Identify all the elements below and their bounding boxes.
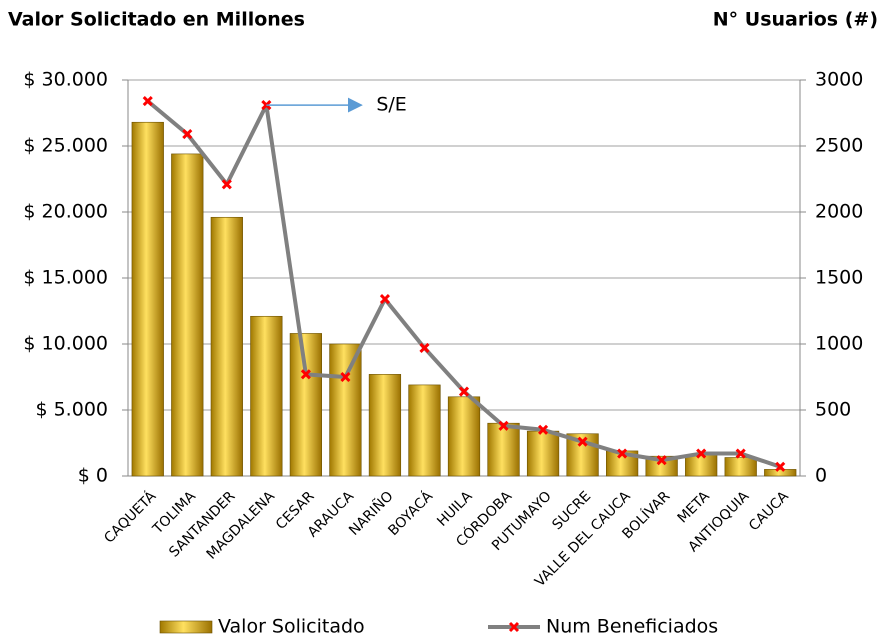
bar [408,384,441,477]
y2-tick-label: 3000 [815,69,863,91]
marker [498,420,509,431]
y-axis-title: Valor Solicitado en Millones [8,9,305,31]
marker [775,461,786,472]
bar [131,121,164,477]
bar [210,216,243,477]
y-tick-label: $ 25.000 [23,135,108,157]
y2-tick-label: 0 [815,465,827,487]
y2-tick-label: 500 [815,399,851,421]
bar [171,153,204,477]
marker [221,179,232,190]
legend-marker [508,621,520,633]
y2-tick-label: 2000 [815,201,863,223]
y-tick-label: $ 30.000 [23,69,108,91]
bar [526,430,560,477]
marker [142,96,153,107]
bar [764,469,797,477]
marker [617,448,628,459]
bar [724,457,757,477]
bar [368,374,402,477]
bar [487,422,520,477]
y-tick-label: $ 15.000 [23,267,108,289]
bar [289,333,322,477]
marker [537,424,549,435]
bar [329,343,362,477]
y-tick-label: $ 10.000 [23,333,108,355]
y2-tick-label: 1500 [815,267,863,289]
marker [696,448,707,459]
bar [685,454,718,477]
marker [656,455,667,466]
y2-tick-label: 1000 [815,333,863,355]
x-tick-label: CAUCA [746,488,792,534]
legend-label: Valor Solicitado [218,616,365,638]
marker [419,342,430,354]
x-tick-label: BOYACÁ [385,487,437,539]
marker [577,436,588,447]
bar [250,315,283,477]
x-tick-label: CAQUETÁ [101,487,160,546]
marker [735,448,746,459]
y-tick-label: $ 5.000 [35,399,108,421]
annotation: S/E [376,94,406,116]
y2-axis-title: N° Usuarios (#) [713,9,878,31]
y-tick-label: $ 0 [78,465,108,487]
marker [379,294,391,305]
bar [645,455,678,477]
marker [182,129,193,140]
y2-tick-label: 2500 [815,135,863,157]
marker [340,371,351,383]
marker [458,386,470,397]
bar [447,396,481,477]
legend-label: Num Beneficiados [546,616,718,638]
legend-swatch [159,620,213,634]
marker [300,369,311,380]
y-tick-label: $ 20.000 [23,201,108,223]
